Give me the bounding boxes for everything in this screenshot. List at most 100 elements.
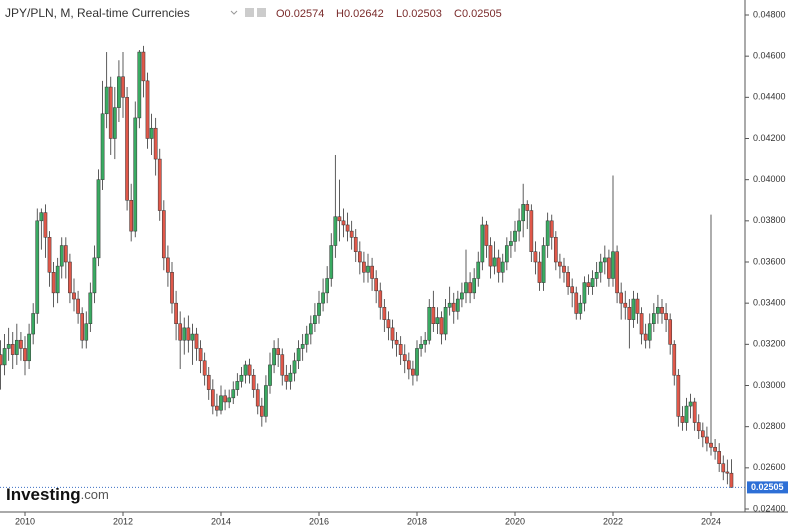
candle-body	[472, 278, 477, 294]
settings-icon[interactable]	[245, 8, 254, 17]
candle-body	[227, 397, 232, 403]
candle-body	[2, 348, 7, 366]
candle-body	[341, 220, 346, 226]
candle-body	[19, 339, 23, 349]
dropdown-icon[interactable]	[230, 10, 238, 15]
candle-body	[223, 395, 227, 403]
last-price-label: 0.02505	[751, 482, 784, 492]
candle-body	[243, 364, 248, 376]
candle-body	[619, 292, 624, 304]
candle-body	[51, 272, 56, 294]
candle-body	[202, 360, 207, 376]
candle-body	[460, 292, 464, 300]
candle-body	[627, 307, 632, 320]
candle-body	[545, 220, 550, 246]
candle-body	[668, 319, 673, 345]
candle-body	[366, 265, 370, 273]
candle-body	[647, 323, 652, 341]
candle-body	[492, 257, 497, 267]
candle-body	[88, 292, 93, 324]
candle-body	[23, 348, 27, 362]
candle-body	[333, 216, 338, 246]
ohlc-open: O0.02574	[276, 8, 324, 20]
candle-body	[186, 327, 191, 341]
candle-body	[529, 210, 534, 252]
candle-body	[219, 395, 223, 411]
candle-body	[676, 374, 681, 417]
candle-body	[345, 224, 350, 232]
header-backdrop	[0, 3, 480, 23]
candle-body	[296, 348, 301, 362]
y-tick-label: 0.04600	[753, 51, 786, 61]
candle-body	[349, 230, 354, 238]
candle-body	[288, 372, 293, 382]
candle-body	[121, 76, 125, 98]
candle-body	[357, 251, 362, 263]
candle-body	[513, 230, 517, 242]
candle-body	[525, 204, 530, 211]
candle-body	[427, 307, 432, 341]
candle-body	[317, 302, 321, 316]
candle-body	[374, 278, 379, 292]
candle-body	[656, 307, 660, 314]
candle-body	[558, 261, 562, 267]
candle-body	[488, 245, 493, 267]
candle-body	[651, 313, 656, 325]
y-tick-label: 0.02400	[753, 503, 786, 513]
candle-body	[206, 374, 211, 390]
candle-body	[182, 327, 187, 341]
x-tick-label: 2022	[603, 516, 623, 526]
candle-body	[76, 298, 80, 314]
candle-body	[125, 97, 129, 201]
candle-body	[141, 51, 146, 82]
close-icon[interactable]	[257, 8, 266, 17]
candle-body	[39, 212, 44, 222]
candle-body	[68, 261, 72, 294]
candle-body	[198, 348, 203, 362]
candle-body	[402, 354, 407, 362]
candle-body	[431, 307, 436, 324]
candle-body	[578, 302, 583, 314]
candle-body	[725, 471, 730, 474]
candle-body	[586, 282, 591, 287]
candle-body	[145, 80, 150, 139]
candle-body	[247, 364, 252, 376]
candle-body	[100, 113, 105, 180]
candle-body	[672, 344, 677, 376]
candle-body	[14, 339, 19, 355]
candle-body	[729, 472, 734, 488]
candle-body	[623, 302, 628, 308]
watermark: Investing.com	[6, 485, 109, 504]
candle-body	[353, 237, 358, 252]
candle-body	[251, 374, 256, 390]
candle-body	[35, 220, 40, 314]
candle-body	[149, 127, 154, 139]
candle-body	[688, 401, 693, 407]
candle-body	[533, 251, 538, 263]
y-tick-label: 0.03200	[753, 339, 786, 349]
candle-body	[300, 344, 305, 349]
candle-body	[386, 319, 391, 329]
candle-body	[447, 302, 452, 308]
candle-body	[537, 261, 542, 283]
candle-body	[272, 348, 276, 366]
candle-body	[504, 245, 509, 263]
candle-body	[484, 224, 489, 246]
candle-body	[500, 261, 505, 273]
candle-body	[398, 344, 403, 355]
candle-body	[602, 257, 607, 263]
candle-body	[390, 327, 395, 341]
candle-body	[574, 292, 579, 314]
candle-body	[92, 257, 97, 294]
candle-body	[411, 368, 415, 376]
candle-body	[161, 210, 166, 259]
plot-area	[0, 45, 745, 488]
x-tick-label: 2012	[113, 516, 133, 526]
candle-body	[464, 282, 468, 294]
candle-body	[55, 265, 60, 294]
candle-body	[594, 272, 599, 279]
x-tick-label: 2024	[701, 516, 721, 526]
candle-body	[104, 86, 109, 115]
watermark-domain: .com	[81, 487, 109, 502]
candle-body	[562, 265, 566, 273]
